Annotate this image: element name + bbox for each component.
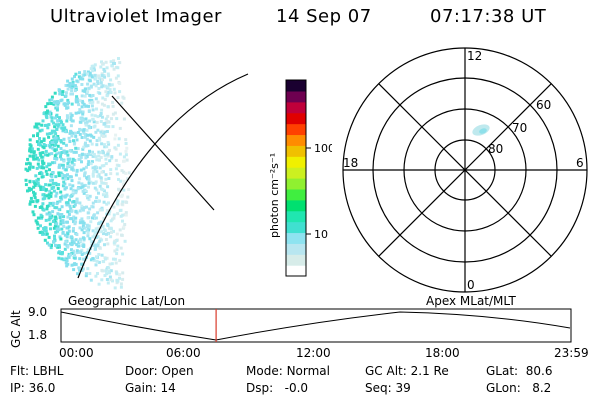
altitude-timeline-plot bbox=[60, 308, 572, 343]
colorbar-segment bbox=[286, 178, 306, 190]
info-gain: Gain: 14 bbox=[125, 381, 176, 395]
mlt-label-6: 6 bbox=[576, 156, 584, 170]
info-mode: Mode: Normal bbox=[246, 364, 330, 378]
colorbar-segment bbox=[286, 254, 306, 266]
colorbar-segment bbox=[286, 145, 306, 157]
colorbar-segment bbox=[286, 101, 306, 114]
timeline-xtick: 18:00 bbox=[425, 346, 460, 360]
date-label: 14 Sep 07 bbox=[276, 6, 372, 27]
info-glon: GLon: 8.2 bbox=[486, 381, 552, 395]
lat-label-70: 70 bbox=[512, 121, 527, 135]
timeline-xtick: 12:00 bbox=[296, 346, 331, 360]
timeline-ytick: 1.8 bbox=[28, 328, 48, 342]
info-seq: Seq: 39 bbox=[365, 381, 411, 395]
lat-label-60: 60 bbox=[536, 98, 551, 112]
colorbar-segment bbox=[286, 243, 306, 255]
timeline-xtick: 06:00 bbox=[166, 346, 201, 360]
colorbar-segment bbox=[286, 167, 306, 179]
altitude-curve bbox=[60, 311, 571, 341]
geographic-title: Geographic Lat/Lon bbox=[68, 294, 186, 308]
polar-diagonal bbox=[378, 83, 552, 257]
apex-title: Apex MLat/MLT bbox=[426, 294, 516, 308]
timeline-yaxis-label: GC Alt bbox=[9, 310, 23, 348]
colorbar-segment bbox=[286, 265, 306, 277]
timeline-xtick: 23:59 bbox=[554, 346, 589, 360]
info-door: Door: Open bbox=[125, 364, 194, 378]
lat-label-80: 80 bbox=[488, 142, 503, 156]
info-ip: IP: 36.0 bbox=[10, 381, 56, 395]
info-gc-alt: GC Alt: 2.1 Re bbox=[365, 364, 449, 378]
colorbar-segment bbox=[286, 156, 306, 168]
colorbar-segment bbox=[286, 123, 306, 136]
colorbar: 100 10 photon cm⁻²s⁻¹ bbox=[268, 79, 332, 277]
time-label: 07:17:38 UT bbox=[430, 6, 547, 27]
mlt-label-0: 0 bbox=[467, 278, 475, 292]
info-dsp: Dsp: -0.0 bbox=[246, 381, 309, 395]
colorbar-segment bbox=[286, 90, 306, 103]
colorbar-unit-label: photon cm⁻²s⁻¹ bbox=[268, 153, 281, 238]
colorbar-segment bbox=[286, 112, 306, 125]
colorbar-segment bbox=[286, 199, 306, 212]
colorbar-segment bbox=[286, 221, 306, 234]
mlt-label-18: 18 bbox=[343, 156, 358, 170]
colorbar-segment bbox=[286, 232, 306, 244]
earth-limb-arc bbox=[77, 73, 249, 279]
timeline-yaxis-label-box: GC Alt bbox=[9, 310, 23, 348]
instrument-title: Ultraviolet Imager bbox=[50, 6, 222, 27]
info-flt: Flt: LBHL bbox=[10, 364, 64, 378]
colorbar-gradient bbox=[286, 80, 306, 277]
auroral-emission-image bbox=[24, 57, 131, 290]
colorbar-segment bbox=[286, 80, 306, 92]
polar-grid bbox=[342, 47, 588, 293]
colorbar-tick-label: 10 bbox=[314, 228, 328, 241]
mlt-label-12: 12 bbox=[467, 49, 482, 63]
timeline-frame bbox=[60, 308, 572, 343]
colorbar-segment bbox=[286, 210, 306, 223]
polar-mlat-mlt-plot: 12 18 6 0 60 70 80 bbox=[342, 47, 588, 293]
info-glat: GLat: 80.6 bbox=[486, 364, 553, 378]
timeline-ytick: 9.0 bbox=[28, 305, 48, 319]
colorbar-segment bbox=[286, 134, 306, 146]
uv-image-panel bbox=[24, 57, 249, 290]
colorbar-segment bbox=[286, 188, 306, 201]
polar-emission-spot bbox=[472, 124, 490, 136]
colorbar-tick-label: 100 bbox=[314, 142, 332, 155]
timeline-xtick: 00:00 bbox=[59, 346, 94, 360]
colorbar-frame bbox=[285, 79, 307, 277]
terminator-line bbox=[111, 95, 215, 211]
